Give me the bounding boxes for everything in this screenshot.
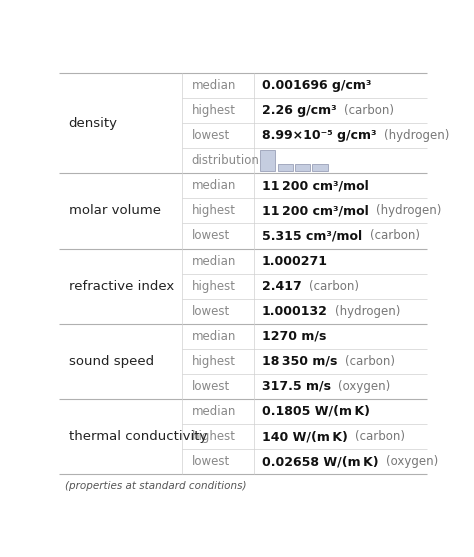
Text: (carbon): (carbon) xyxy=(309,280,359,292)
Text: highest: highest xyxy=(191,430,236,443)
Text: 8.99×10⁻⁵ g/cm³: 8.99×10⁻⁵ g/cm³ xyxy=(262,129,376,142)
Text: (oxygen): (oxygen) xyxy=(386,455,438,468)
Text: median: median xyxy=(191,79,236,92)
Text: highest: highest xyxy=(191,204,236,217)
Bar xyxy=(260,150,275,171)
Text: median: median xyxy=(191,255,236,267)
Text: refractive index: refractive index xyxy=(69,280,174,292)
Bar xyxy=(278,164,293,171)
Text: 11 200 cm³/mol: 11 200 cm³/mol xyxy=(262,179,368,192)
Text: (carbon): (carbon) xyxy=(345,355,395,368)
Text: (oxygen): (oxygen) xyxy=(338,380,391,393)
Text: lowest: lowest xyxy=(191,305,230,317)
Text: highest: highest xyxy=(191,355,236,368)
Text: median: median xyxy=(191,179,236,192)
Text: (carbon): (carbon) xyxy=(344,104,394,117)
Bar xyxy=(312,164,328,171)
Text: median: median xyxy=(191,405,236,418)
Text: 0.1805 W/(m K): 0.1805 W/(m K) xyxy=(262,405,370,418)
Text: (hydrogen): (hydrogen) xyxy=(335,305,401,317)
Text: density: density xyxy=(69,116,118,130)
Text: distribution: distribution xyxy=(191,154,259,167)
Text: lowest: lowest xyxy=(191,129,230,142)
Text: sound speed: sound speed xyxy=(69,355,154,368)
Text: 0.02658 W/(m K): 0.02658 W/(m K) xyxy=(262,455,378,468)
Text: 140 W/(m K): 140 W/(m K) xyxy=(262,430,347,443)
Text: 317.5 m/s: 317.5 m/s xyxy=(262,380,331,393)
Text: 2.417: 2.417 xyxy=(262,280,301,292)
Text: 2.26 g/cm³: 2.26 g/cm³ xyxy=(262,104,337,117)
Text: 11 200 cm³/mol: 11 200 cm³/mol xyxy=(262,204,368,217)
Text: 1.000132: 1.000132 xyxy=(262,305,328,317)
Text: highest: highest xyxy=(191,280,236,292)
Text: (carbon): (carbon) xyxy=(370,229,419,242)
Text: lowest: lowest xyxy=(191,380,230,393)
Text: (hydrogen): (hydrogen) xyxy=(384,129,449,142)
Text: lowest: lowest xyxy=(191,455,230,468)
Text: molar volume: molar volume xyxy=(69,204,161,217)
Text: 18 350 m/s: 18 350 m/s xyxy=(262,355,337,368)
Text: 0.001696 g/cm³: 0.001696 g/cm³ xyxy=(262,79,371,92)
Text: thermal conductivity: thermal conductivity xyxy=(69,430,207,443)
Text: 1.000271: 1.000271 xyxy=(262,255,328,267)
Bar xyxy=(295,164,310,171)
Text: 5.315 cm³/mol: 5.315 cm³/mol xyxy=(262,229,362,242)
Text: median: median xyxy=(191,330,236,343)
Text: 1270 m/s: 1270 m/s xyxy=(262,330,326,343)
Text: (properties at standard conditions): (properties at standard conditions) xyxy=(65,481,247,491)
Text: highest: highest xyxy=(191,104,236,117)
Text: (carbon): (carbon) xyxy=(356,430,405,443)
Text: lowest: lowest xyxy=(191,229,230,242)
Text: (hydrogen): (hydrogen) xyxy=(376,204,442,217)
